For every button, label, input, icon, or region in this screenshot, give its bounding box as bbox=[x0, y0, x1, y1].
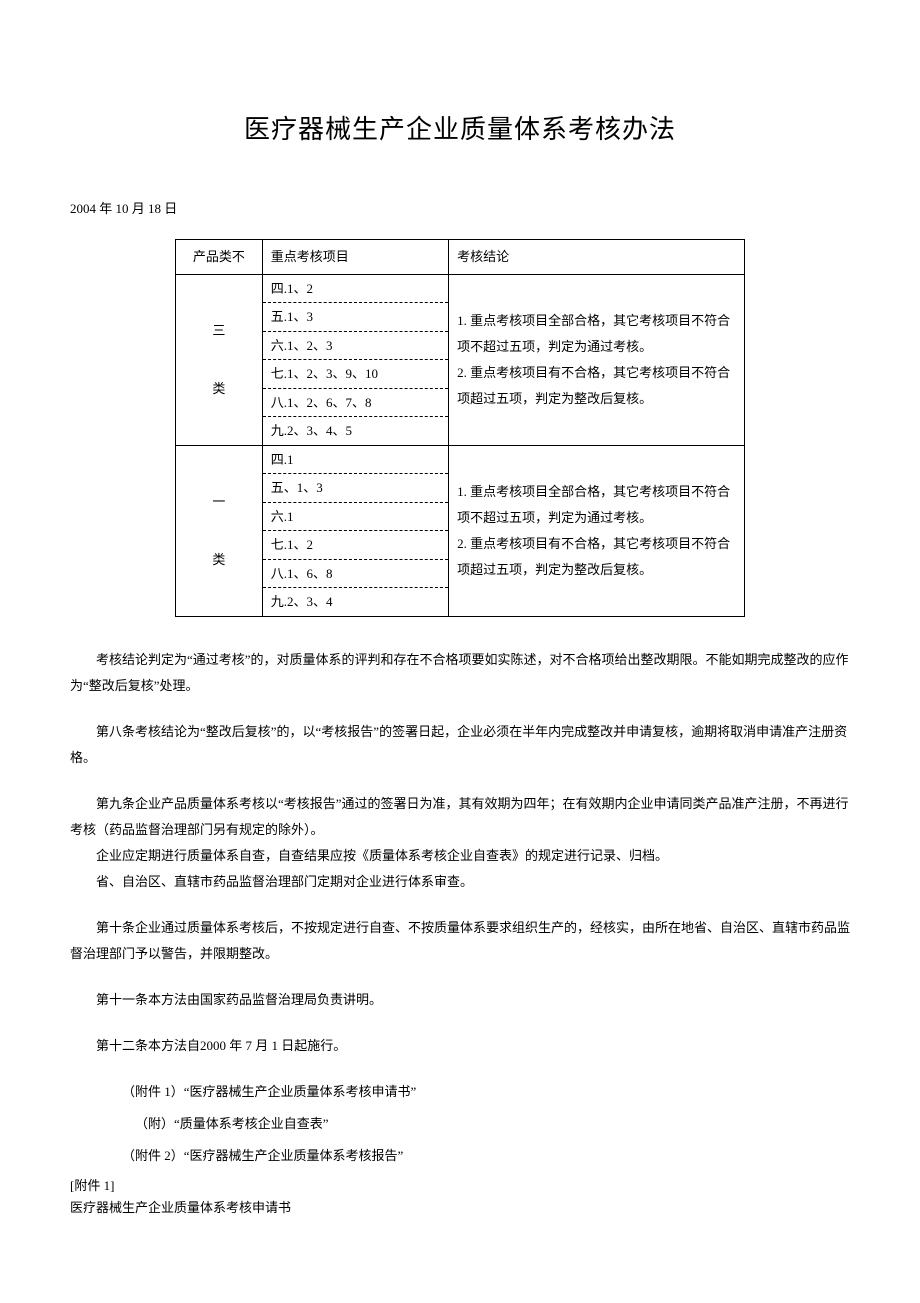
paragraph: 第九条企业产品质量体系考核以“考核报告”通过的签署日为准，其有效期为四年；在有效… bbox=[70, 791, 850, 843]
paragraph: 第十条企业通过质量体系考核后，不按规定进行自查、不按质量体系要求组织生产的，经核… bbox=[70, 915, 850, 967]
attachment-line: （附件 2）“医疗器械生产企业质量体系考核报告” bbox=[70, 1143, 850, 1169]
item-cell: 六.1 bbox=[262, 502, 448, 531]
paragraph: 企业应定期进行质量体系自查，自查结果应按《质量体系考核企业自查表》的规定进行记录… bbox=[70, 843, 850, 869]
category-cell-1: 一 类 bbox=[176, 445, 263, 616]
item-cell: 七.1、2 bbox=[262, 531, 448, 560]
paragraph: 第八条考核结论为“整改后复核”的，以“考核报告”的签署日起，企业必须在半年内完成… bbox=[70, 719, 850, 771]
paragraph: 第十二条本方法自2000 年 7 月 1 日起施行。 bbox=[70, 1033, 850, 1059]
header-category: 产品类不 bbox=[176, 239, 263, 274]
table-header-row: 产品类不 重点考核项目 考核结论 bbox=[176, 239, 745, 274]
item-cell: 九.2、3、4 bbox=[262, 588, 448, 617]
assessment-table: 产品类不 重点考核项目 考核结论 三 类 四.1、2 1. 重点考核项目全部合格… bbox=[175, 239, 745, 617]
footer-attachment-title: 医疗器械生产企业质量体系考核申请书 bbox=[70, 1197, 850, 1219]
conclusion-cell-1: 1. 重点考核项目全部合格，其它考核项目不符合项不超过五项，判定为通过考核。 2… bbox=[449, 445, 745, 616]
date-line: 2004 年 10 月 18 日 bbox=[70, 199, 850, 219]
category-cell-3: 三 类 bbox=[176, 274, 263, 445]
paragraph: 第十一条本方法由国家药品监督治理局负责讲明。 bbox=[70, 987, 850, 1013]
header-items: 重点考核项目 bbox=[262, 239, 448, 274]
item-cell: 八.1、2、6、7、8 bbox=[262, 388, 448, 417]
paragraph: 考核结论判定为“通过考核”的，对质量体系的评判和存在不合格项要如实陈述，对不合格… bbox=[70, 647, 850, 699]
item-cell: 七.1、2、3、9、10 bbox=[262, 360, 448, 389]
item-cell: 八.1、6、8 bbox=[262, 559, 448, 588]
header-conclusion: 考核结论 bbox=[449, 239, 745, 274]
attachment-line: （附件 1）“医疗器械生产企业质量体系考核申请书” bbox=[70, 1079, 850, 1105]
item-cell: 六.1、2、3 bbox=[262, 331, 448, 360]
page-title: 医疗器械生产企业质量体系考核办法 bbox=[70, 110, 850, 149]
item-cell: 五、1、3 bbox=[262, 474, 448, 503]
item-cell: 五.1、3 bbox=[262, 303, 448, 332]
item-cell: 九.2、3、4、5 bbox=[262, 417, 448, 446]
attachment-line: （附）“质量体系考核企业自查表” bbox=[70, 1111, 850, 1137]
table-row: 三 类 四.1、2 1. 重点考核项目全部合格，其它考核项目不符合项不超过五项，… bbox=[176, 274, 745, 303]
item-cell: 四.1 bbox=[262, 445, 448, 474]
item-cell: 四.1、2 bbox=[262, 274, 448, 303]
table-row: 一 类 四.1 1. 重点考核项目全部合格，其它考核项目不符合项不超过五项，判定… bbox=[176, 445, 745, 474]
paragraph: 省、自治区、直辖市药品监督治理部门定期对企业进行体系审查。 bbox=[70, 869, 850, 895]
footer-attachment-tag: [附件 1] bbox=[70, 1175, 850, 1197]
conclusion-cell-3: 1. 重点考核项目全部合格，其它考核项目不符合项不超过五项，判定为通过考核。 2… bbox=[449, 274, 745, 445]
